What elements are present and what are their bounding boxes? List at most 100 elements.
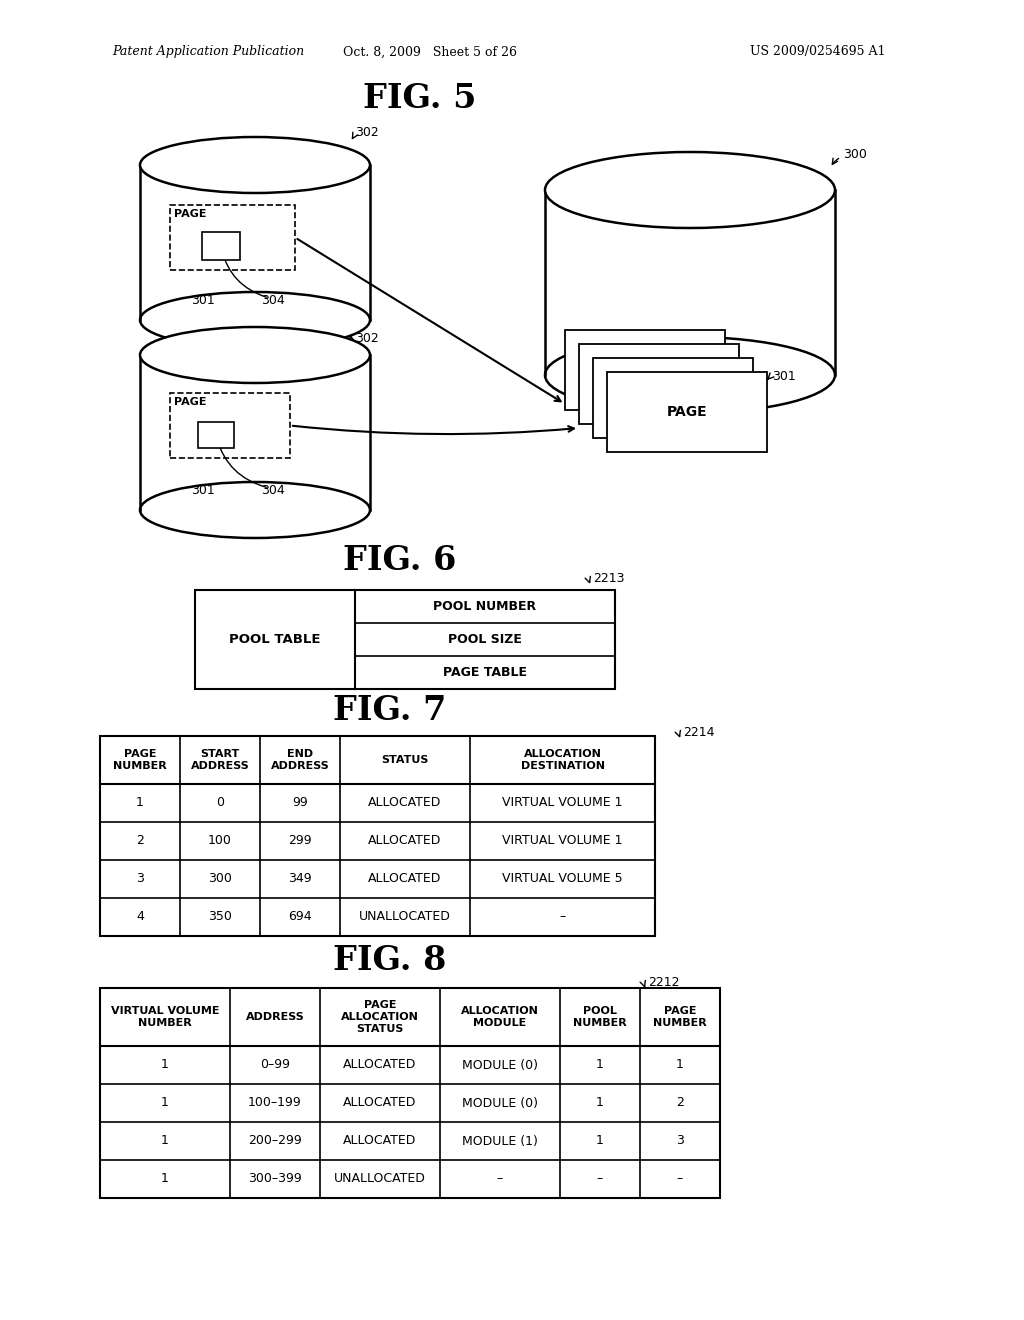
Text: VIRTUAL VOLUME 1: VIRTUAL VOLUME 1 — [502, 796, 623, 809]
Text: –: – — [559, 911, 565, 924]
Text: 1: 1 — [676, 1059, 684, 1072]
Text: 2: 2 — [676, 1097, 684, 1110]
Bar — [140, 165, 370, 319]
Text: ALLOCATED: ALLOCATED — [369, 873, 441, 886]
Text: 301: 301 — [772, 371, 796, 384]
Text: ALLOCATED: ALLOCATED — [343, 1059, 417, 1072]
Text: 300–399: 300–399 — [248, 1172, 302, 1185]
Bar — [202, 232, 240, 260]
Text: ALLOCATED: ALLOCATED — [369, 796, 441, 809]
Text: ALLOCATED: ALLOCATED — [343, 1097, 417, 1110]
Ellipse shape — [545, 152, 835, 228]
Ellipse shape — [140, 482, 370, 539]
Ellipse shape — [140, 292, 370, 348]
Text: PAGE TABLE: PAGE TABLE — [443, 667, 527, 678]
Text: 4: 4 — [136, 911, 144, 924]
Text: PAGE
NUMBER: PAGE NUMBER — [113, 750, 167, 771]
Text: STATUS: STATUS — [381, 755, 429, 766]
Text: 299: 299 — [288, 834, 312, 847]
Text: POOL: POOL — [665, 186, 716, 205]
Text: 1: 1 — [161, 1059, 169, 1072]
Text: –: – — [497, 1172, 503, 1185]
Text: POOL NUMBER: POOL NUMBER — [433, 601, 537, 612]
Text: 304: 304 — [261, 483, 285, 496]
Bar — [607, 372, 767, 451]
Text: 200–299: 200–299 — [248, 1134, 302, 1147]
Text: START
ADDRESS: START ADDRESS — [190, 750, 250, 771]
Bar — [100, 987, 720, 1199]
Bar — [579, 345, 739, 424]
Bar — [565, 330, 725, 411]
Bar — [195, 590, 615, 689]
Bar — [170, 205, 295, 271]
Text: –: – — [677, 1172, 683, 1185]
Text: 300: 300 — [843, 149, 867, 161]
Text: 1: 1 — [596, 1097, 604, 1110]
Text: 100: 100 — [208, 834, 232, 847]
Text: 100–199: 100–199 — [248, 1097, 302, 1110]
Ellipse shape — [140, 327, 370, 383]
Text: 300: 300 — [208, 873, 232, 886]
Text: 1: 1 — [161, 1134, 169, 1147]
Text: MODULE (0): MODULE (0) — [462, 1097, 538, 1110]
Text: PAGE: PAGE — [174, 209, 207, 219]
Text: Oct. 8, 2009   Sheet 5 of 26: Oct. 8, 2009 Sheet 5 of 26 — [343, 45, 517, 58]
Text: UNALLOCATED: UNALLOCATED — [334, 1172, 426, 1185]
Text: 1: 1 — [596, 1134, 604, 1147]
Text: UNALLOCATED: UNALLOCATED — [359, 911, 451, 924]
Text: 0: 0 — [216, 796, 224, 809]
Text: 301: 301 — [191, 293, 215, 306]
Text: US 2009/0254695 A1: US 2009/0254695 A1 — [750, 45, 886, 58]
Bar — [198, 422, 234, 447]
Text: MODULE (1): MODULE (1) — [462, 1134, 538, 1147]
Text: 1: 1 — [596, 1059, 604, 1072]
Text: ALLOCATION
MODULE: ALLOCATION MODULE — [461, 1006, 539, 1028]
Text: 0–99: 0–99 — [260, 1059, 290, 1072]
Text: 99: 99 — [292, 796, 308, 809]
Text: VIRTUAL VOLUME: VIRTUAL VOLUME — [190, 161, 319, 173]
Bar — [140, 355, 370, 510]
Text: POOL
NUMBER: POOL NUMBER — [573, 1006, 627, 1028]
Text: ALLOCATED: ALLOCATED — [343, 1134, 417, 1147]
Bar — [100, 737, 655, 936]
Bar — [593, 358, 753, 438]
Text: 349: 349 — [288, 873, 312, 886]
Text: 1: 1 — [161, 1097, 169, 1110]
Text: 3: 3 — [676, 1134, 684, 1147]
Text: PAGE: PAGE — [174, 397, 207, 407]
Text: ALLOCATION
DESTINATION: ALLOCATION DESTINATION — [520, 750, 604, 771]
Text: FIG. 6: FIG. 6 — [343, 544, 457, 577]
Text: PAGE: PAGE — [667, 405, 708, 418]
Text: POOL SIZE: POOL SIZE — [449, 634, 522, 645]
Text: 2213: 2213 — [593, 572, 625, 585]
Text: VIRTUAL VOLUME 1: VIRTUAL VOLUME 1 — [502, 834, 623, 847]
Text: MODULE (0): MODULE (0) — [462, 1059, 538, 1072]
Text: POOL TABLE: POOL TABLE — [229, 634, 321, 645]
Text: 304: 304 — [261, 293, 285, 306]
Text: FIG. 8: FIG. 8 — [334, 944, 446, 977]
Text: Patent Application Publication: Patent Application Publication — [112, 45, 304, 58]
Text: PAGE
ALLOCATION
STATUS: PAGE ALLOCATION STATUS — [341, 1001, 419, 1034]
Text: ALLOCATED: ALLOCATED — [369, 834, 441, 847]
Text: 302: 302 — [355, 127, 379, 140]
Ellipse shape — [545, 337, 835, 413]
Text: 2212: 2212 — [648, 975, 680, 989]
Text: 2214: 2214 — [683, 726, 715, 738]
Text: 301: 301 — [191, 483, 215, 496]
Bar — [170, 393, 290, 458]
Text: VIRTUAL VOLUME: VIRTUAL VOLUME — [190, 351, 319, 363]
Text: 3: 3 — [136, 873, 144, 886]
Text: 694: 694 — [288, 911, 312, 924]
Text: VIRTUAL VOLUME
NUMBER: VIRTUAL VOLUME NUMBER — [111, 1006, 219, 1028]
Text: VIRTUAL VOLUME 5: VIRTUAL VOLUME 5 — [502, 873, 623, 886]
Text: –: – — [597, 1172, 603, 1185]
Text: PAGE
NUMBER: PAGE NUMBER — [653, 1006, 707, 1028]
Text: 2: 2 — [136, 834, 144, 847]
Text: FIG. 7: FIG. 7 — [334, 693, 446, 726]
Text: FIG. 5: FIG. 5 — [364, 82, 477, 115]
Text: 1: 1 — [136, 796, 144, 809]
Text: 350: 350 — [208, 911, 232, 924]
Text: 302: 302 — [355, 331, 379, 345]
Text: ADDRESS: ADDRESS — [246, 1012, 304, 1022]
Text: END
ADDRESS: END ADDRESS — [270, 750, 330, 771]
